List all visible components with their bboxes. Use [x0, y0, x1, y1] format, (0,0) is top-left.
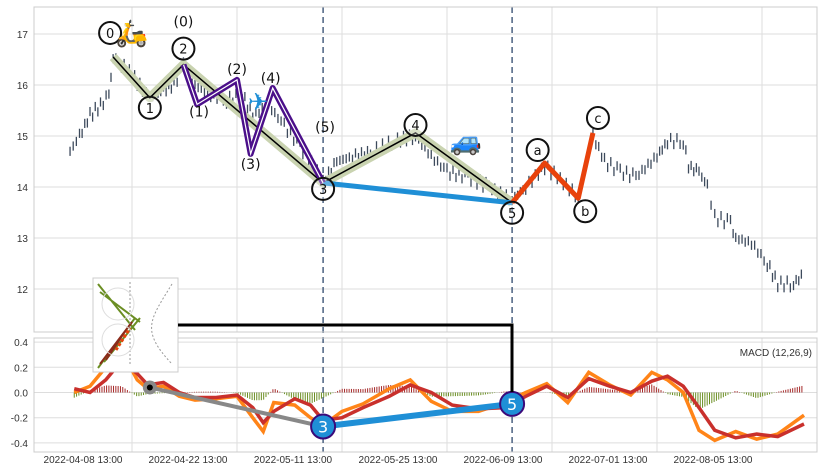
sub-wave-label: (1): [189, 104, 209, 120]
macd-panel-frame: [33, 337, 818, 453]
sub-wave-inner: [182, 64, 324, 184]
wave-label-2: 2: [179, 43, 187, 58]
y-tick-label: -0.4: [11, 439, 29, 450]
x-tick-label: 2022-06-09 13:00: [464, 455, 543, 466]
macd-marker-label: 3: [318, 418, 328, 437]
wave-label-3: 3: [319, 183, 327, 198]
car-icon: 🚙: [450, 126, 482, 157]
sub-wave-label: (5): [315, 120, 335, 136]
wave-label-circle: [137, 95, 162, 120]
wave-label-circle: [585, 105, 610, 130]
wave-label-5: 5: [508, 207, 516, 222]
y-tick-label: 0.2: [14, 363, 28, 374]
airplane-icon: ✈: [248, 89, 268, 116]
main-wave-line: [112, 56, 513, 204]
wave-label-1: 1: [146, 102, 154, 117]
sub-wave-label: (4): [261, 71, 281, 87]
x-tick-label: 2022-04-08 13:00: [44, 455, 123, 466]
y-tick-label: 15: [17, 132, 29, 143]
sub-wave-label: (0): [174, 15, 194, 31]
y-tick-label: -0.2: [11, 414, 29, 425]
wave-label-circle: [573, 199, 598, 224]
y-tick-label: 12: [17, 285, 29, 296]
axis-ticks: 1716151413120.40.20.0-0.2-0.42022-04-08 …: [11, 30, 753, 466]
price-panel-frame: [33, 6, 818, 333]
wave-label-circle: [500, 200, 525, 225]
y-tick-label: 16: [17, 81, 29, 92]
inset-image: [92, 277, 179, 373]
y-tick-label: 13: [17, 234, 29, 245]
sub-wave-label: (3): [241, 157, 261, 173]
macd-marker-dot: [146, 384, 153, 391]
y-tick-label: 0.0: [14, 389, 28, 400]
wave-label-c: c: [594, 112, 601, 127]
macd-marker: [310, 413, 337, 440]
y-tick-label: 14: [17, 183, 29, 194]
wave-label-a: a: [534, 144, 542, 159]
wave-label-circle: [171, 36, 196, 61]
corrective-wave-line: [510, 132, 596, 205]
price-series: [69, 53, 803, 293]
x-tick-label: 2022-05-11 13:00: [254, 455, 333, 466]
divergence-line: [322, 180, 513, 206]
macd-gray-line: [149, 385, 324, 429]
x-tick-label: 2022-08-05 13:00: [674, 455, 753, 466]
wave-label-circle: [403, 112, 428, 137]
x-tick-label: 2022-05-25 13:00: [359, 455, 438, 466]
y-tick-label: 17: [17, 30, 29, 41]
wave-label-0: 0: [106, 27, 114, 42]
wave-label-circle: [98, 20, 123, 45]
scooter-icon: 🛵: [116, 18, 148, 49]
macd-marker-label: 5: [507, 395, 517, 414]
macd-divergence-line: [322, 400, 513, 430]
wave-annotations: 0 1 2 3 4 5 a b c (0) (1) (2) (3) (4) (5) 🛵 ✈ 🚙: [98, 15, 610, 225]
wave-label-circle: [525, 138, 550, 163]
macd-panel: 35: [73, 347, 806, 443]
x-tick-label: 2022-04-22 13:00: [149, 455, 228, 466]
x-tick-label: 2022-07-01 13:00: [569, 455, 648, 466]
macd-legend: MACD (12,26,9): [740, 348, 812, 359]
y-tick-label: 0.4: [14, 338, 28, 349]
sub-wave-label: (2): [227, 62, 247, 78]
connector-line: [178, 323, 514, 392]
wave-label-b: b: [581, 205, 589, 220]
signal-line: [73, 358, 805, 440]
wave-label-circle: [311, 176, 336, 201]
wave-label-4: 4: [411, 119, 419, 134]
